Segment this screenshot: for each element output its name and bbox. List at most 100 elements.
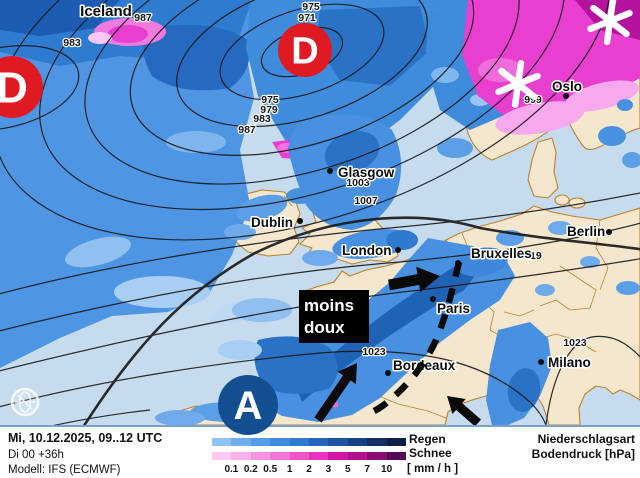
pressure-title: Bodendruck [hPa]	[531, 447, 635, 461]
city-label: Milano	[548, 355, 591, 370]
snow-scale-segment	[328, 452, 348, 460]
rain-scale-segment	[309, 438, 329, 446]
city-marker-paris: Paris	[430, 296, 472, 318]
isobar-value-label: 979	[260, 104, 278, 116]
arrow-northwest-icon	[447, 396, 481, 425]
city-label: Paris	[437, 301, 470, 316]
snow-scale-segment	[347, 452, 368, 460]
city-label: Bruxelles	[471, 246, 532, 261]
snow-scale-segment	[250, 452, 271, 460]
rain-scale-segment	[347, 438, 368, 446]
snowflake-icon	[495, 59, 541, 109]
city-label: Glasgow	[338, 165, 395, 180]
city-label: Oslo	[552, 79, 582, 94]
city-label: Berlin	[567, 224, 605, 239]
isobar-value-label: 987	[134, 12, 152, 24]
rain-scale-segment	[328, 438, 348, 446]
snow-scale-segment	[270, 452, 290, 460]
isobar-value-label: 1019	[518, 250, 542, 262]
isobar-value-label: 975	[302, 1, 320, 13]
rain-color-scale	[212, 438, 407, 446]
annotation-moins-doux: moins doux	[299, 290, 369, 343]
isobar-value-label: 987	[238, 124, 256, 136]
isobar-value-label: 1023	[563, 337, 587, 349]
scale-tick: 2	[306, 464, 312, 475]
city-dot-icon	[563, 93, 569, 99]
city-label: Dublin	[251, 215, 293, 230]
snowflake-icon	[587, 0, 633, 46]
snowflake-symbols	[495, 0, 633, 109]
rain-scale-label: Regen	[409, 432, 446, 446]
city-dot-icon	[327, 168, 333, 174]
scale-tick: 3	[325, 464, 332, 475]
model-name-text: Modell: IFS (ECMWF)	[8, 464, 121, 476]
isobar-layer	[0, 0, 640, 425]
site-logo-icon	[10, 387, 40, 417]
city-marker-dublin: Dublin	[250, 214, 303, 232]
unit-label: [ mm / h ]	[407, 463, 459, 475]
rain-scale-segment	[270, 438, 290, 446]
city-dot-icon	[395, 247, 401, 253]
rain-scale-segment	[386, 438, 407, 446]
scale-tick: 7	[364, 464, 370, 475]
rain-scale-segment	[231, 438, 251, 446]
annotation-line1: moins	[304, 296, 354, 315]
isobar-value-label: 983	[63, 37, 81, 49]
city-dot-icon	[606, 229, 612, 235]
city-marker-glasgow: Glasgow	[327, 164, 396, 182]
weather-map-canvas: 9759719879839759799839879991003100710191…	[0, 0, 640, 435]
snow-scale-label: Schnee	[409, 446, 452, 460]
city-marker-milano: Milano	[538, 354, 592, 372]
city-marker-london: London	[341, 242, 401, 260]
footer-bar: Mi, 10.12.2025, 09..12 UTC Di 00 +36h Mo…	[0, 425, 640, 478]
run-leadtime-text: Di 00 +36h	[8, 449, 64, 461]
city-dot-icon	[297, 218, 303, 224]
front-dashed-line	[368, 261, 463, 416]
svg-text:D: D	[0, 63, 28, 112]
rain-scale-segment	[250, 438, 271, 446]
low-pressure-badge: D	[278, 23, 332, 77]
land-denmark	[527, 137, 559, 199]
scale-tick: 0.2	[243, 464, 258, 475]
snow-scale-segment	[231, 452, 251, 460]
pressure-system-badges: D D A	[0, 23, 332, 435]
scale-tick: 0.1	[224, 464, 239, 475]
city-marker-bruxelles: Bruxelles	[455, 245, 533, 266]
snow-scale-segment	[386, 452, 407, 460]
city-dot-icon	[538, 359, 544, 365]
rain-scale-segment	[367, 438, 387, 446]
scale-tick: 0.5	[263, 464, 278, 475]
isobar-value-label: 971	[298, 12, 316, 24]
isobar-value-label: 1007	[354, 195, 378, 207]
isobar-labels: 9759719879839759799839879991003100710191…	[62, 0, 588, 359]
arrow-east-icon	[388, 266, 440, 293]
precip-type-title: Niederschlagsart	[537, 432, 635, 446]
scale-tick-labels: 0.1 0.2 0.5 1 2 3 5 7 10	[0, 464, 640, 478]
isobar-value-label: 983	[253, 113, 271, 125]
scale-tick: 5	[345, 464, 351, 475]
low-pressure-badge: D	[0, 56, 43, 118]
isobar-value-label: 999	[524, 94, 542, 106]
isobar-value-label: 1023	[362, 346, 386, 358]
snow-scale-segment	[289, 452, 310, 460]
snow-color-scale	[212, 452, 407, 460]
snow-scale-segment	[212, 452, 232, 460]
isobar-value-label: 1003	[346, 177, 370, 189]
city-marker-berlin: Berlin	[566, 223, 612, 241]
scale-tick: 1	[286, 464, 293, 475]
city-dot-icon	[430, 296, 436, 302]
land-danish-isle	[554, 194, 570, 206]
rain-scale-segment	[289, 438, 310, 446]
city-label: London	[342, 243, 391, 258]
snow-scale-segment	[309, 452, 329, 460]
isobar-value-label: 975	[261, 94, 279, 106]
region-label-iceland: Iceland	[80, 3, 132, 20]
flow-arrows	[314, 266, 481, 425]
city-dot-icon	[385, 370, 391, 376]
arrow-northeast-icon	[314, 363, 357, 423]
svg-text:A: A	[234, 384, 263, 428]
svg-text:D: D	[291, 30, 318, 72]
scale-tick: 10	[381, 464, 393, 475]
high-pressure-badge: A	[218, 375, 278, 435]
